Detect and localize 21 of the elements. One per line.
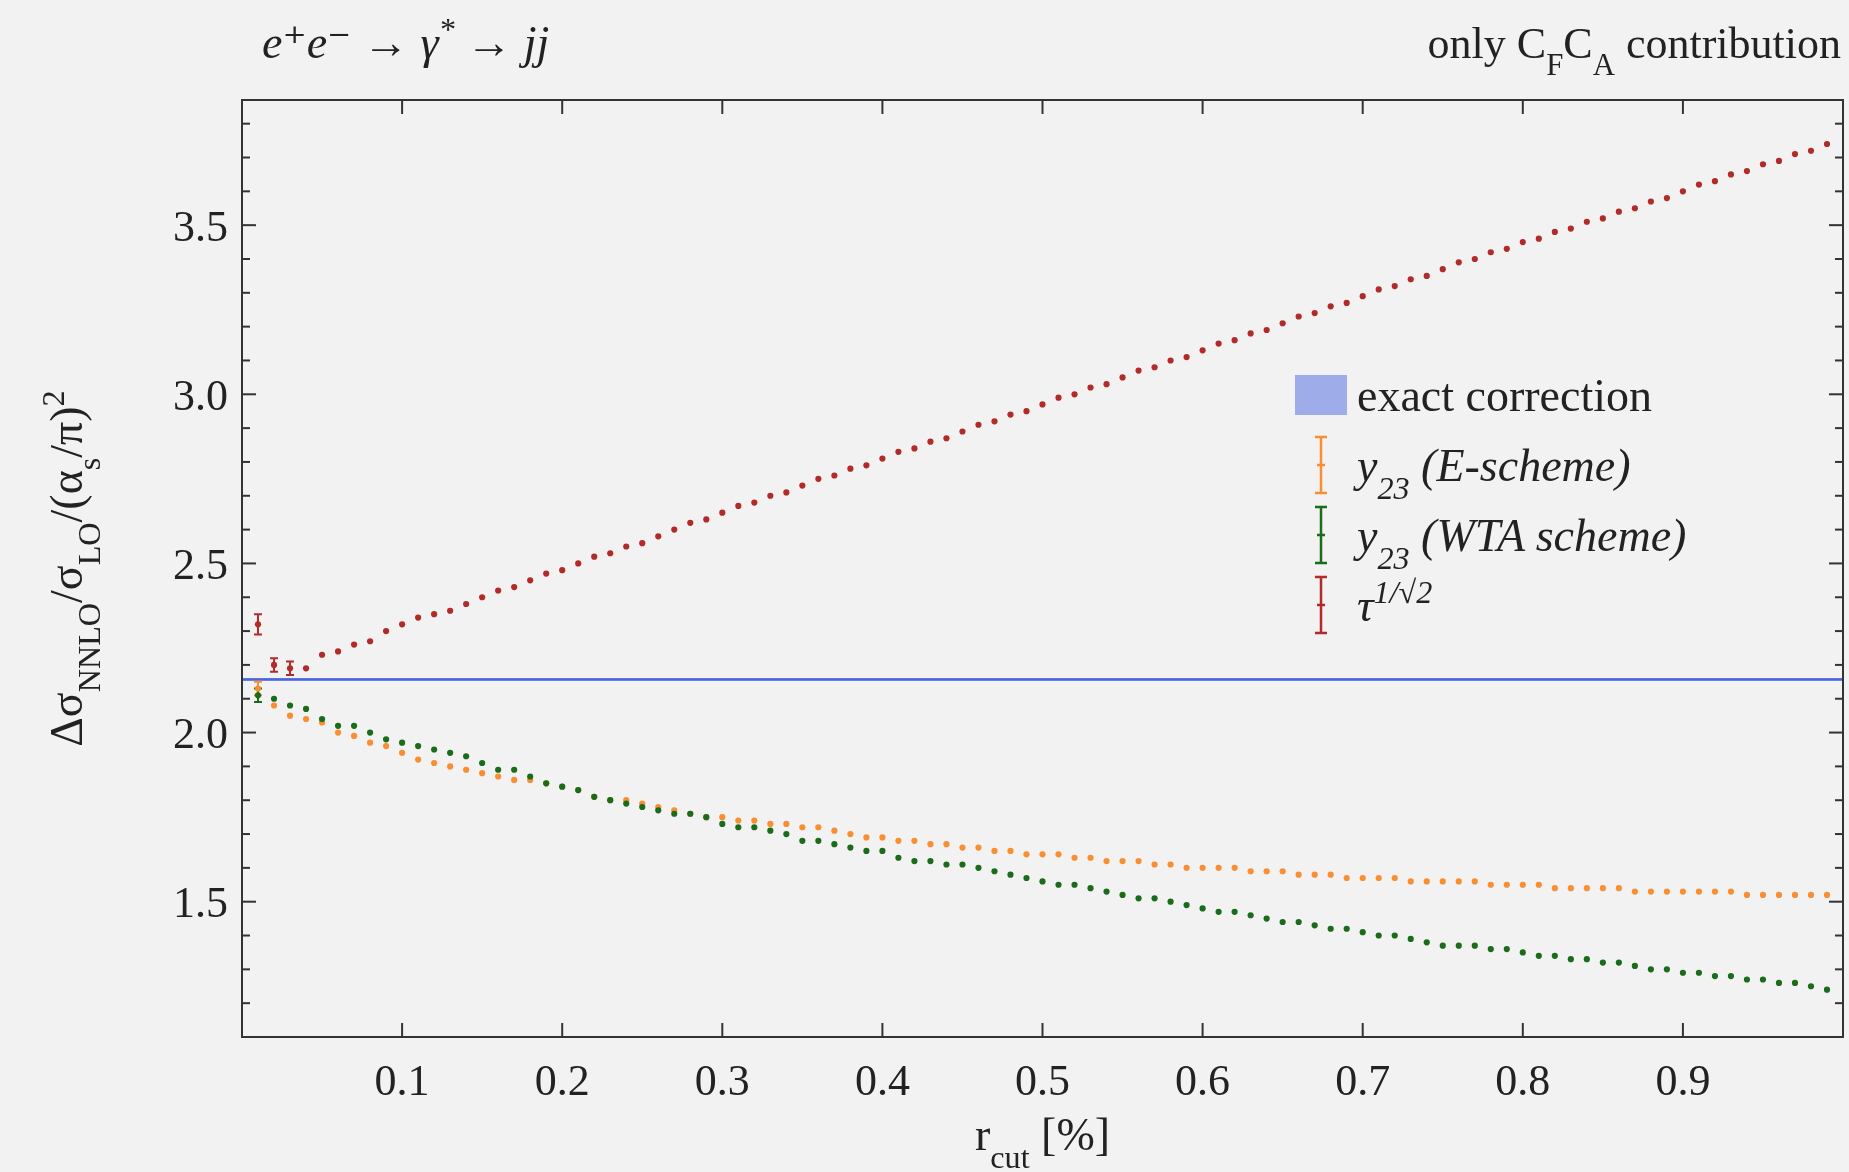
y-tick-label: 3.5	[173, 201, 228, 251]
x-tick-label: 0.2	[534, 1056, 590, 1105]
legend-label: y$_{23}$ (WTA scheme)	[1353, 510, 1687, 577]
x-tick-label: 0.8	[1495, 1056, 1551, 1105]
x-tick-label: 0.7	[1335, 1056, 1391, 1105]
x-tick-label: 0.5	[1015, 1056, 1070, 1105]
legend-label: exact correction	[1357, 370, 1652, 422]
x-tick-label: 0.3	[694, 1056, 750, 1105]
x-tick-label: 0.1	[374, 1056, 430, 1105]
y-tick-label: 3.0	[173, 370, 228, 420]
chart-subtitle: only C$_{F}$C$_{A}$ contribution	[1427, 19, 1841, 82]
chart-title: e⁺e⁻ → γ$^{*}$ → jj	[262, 11, 550, 68]
x-tick-label: 0.9	[1655, 1056, 1711, 1105]
y-tick-label: 1.5	[173, 878, 228, 928]
x-tick-label: 0.6	[1175, 1056, 1231, 1105]
legend-label: τ$^{1/√2}$	[1357, 574, 1433, 632]
x-axis-title: r$_{cut}$ [%]	[974, 1109, 1111, 1172]
y-tick-label: 2.5	[173, 539, 228, 589]
x-tick-label: 0.4	[854, 1056, 910, 1105]
y-tick-label: 2.0	[173, 708, 228, 758]
legend-label: y$_{23}$ (E-scheme)	[1353, 440, 1631, 507]
